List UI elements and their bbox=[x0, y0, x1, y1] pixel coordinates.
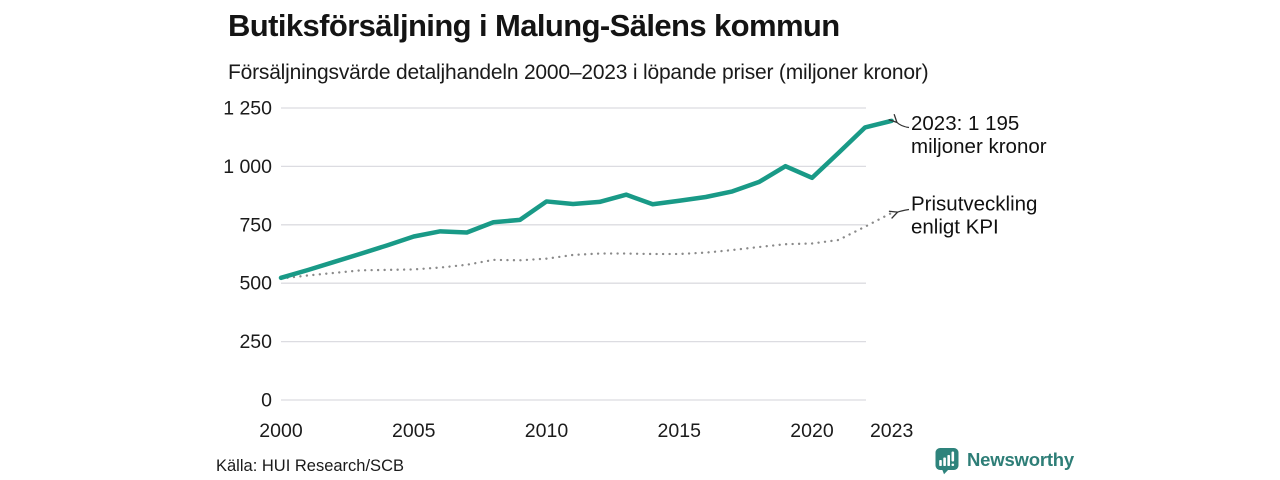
x-tick-label: 2000 bbox=[259, 420, 303, 442]
source-note: Källa: HUI Research/SCB bbox=[216, 457, 404, 475]
y-axis-tick-labels: 0 250 500 750 1 000 1 250 bbox=[223, 98, 272, 412]
y-tick-label: 1 000 bbox=[223, 156, 272, 178]
annotation-2023-line1: 2023: 1 195 bbox=[911, 112, 1019, 135]
annotation-kpi-line1: Prisutveckling bbox=[911, 193, 1037, 216]
gridlines bbox=[281, 107, 866, 401]
annotation-2023-line2: miljoner kronor bbox=[911, 135, 1047, 158]
newsworthy-wordmark: Newsworthy bbox=[967, 449, 1074, 470]
chart-subtitle: Försäljningsvärde detaljhandeln 2000–202… bbox=[228, 61, 929, 84]
x-tick-label: 2023 bbox=[870, 420, 913, 442]
chart-title: Butiksförsäljning i Malung-Sälens kommun bbox=[228, 8, 840, 43]
newsworthy-logo: Newsworthy bbox=[935, 447, 1074, 475]
y-tick-label: 750 bbox=[239, 214, 272, 236]
annotation-kpi: Prisutveckling enligt KPI bbox=[897, 193, 1037, 239]
y-tick-label: 1 250 bbox=[223, 98, 272, 120]
x-tick-label: 2015 bbox=[658, 420, 702, 442]
y-tick-label: 500 bbox=[239, 273, 272, 295]
x-tick-label: 2005 bbox=[392, 420, 436, 442]
x-tick-label: 2020 bbox=[790, 420, 834, 442]
kpi-dotted-series-line bbox=[279, 211, 893, 280]
x-axis-tick-labels: 2000 2005 2010 2015 2020 2023 bbox=[259, 420, 913, 442]
newsworthy-bar-chart-bubble-icon bbox=[935, 448, 959, 475]
annotation-kpi-line2: enligt KPI bbox=[911, 216, 999, 239]
annotation-arrow-kpi bbox=[897, 208, 910, 213]
y-tick-label: 0 bbox=[261, 390, 272, 412]
annotation-2023-value: 2023: 1 195 miljoner kronor bbox=[897, 112, 1047, 158]
sales-series-line bbox=[278, 118, 894, 281]
annotation-arrow-2023 bbox=[897, 122, 910, 129]
y-tick-label: 250 bbox=[239, 331, 272, 353]
x-tick-label: 2010 bbox=[525, 420, 569, 442]
